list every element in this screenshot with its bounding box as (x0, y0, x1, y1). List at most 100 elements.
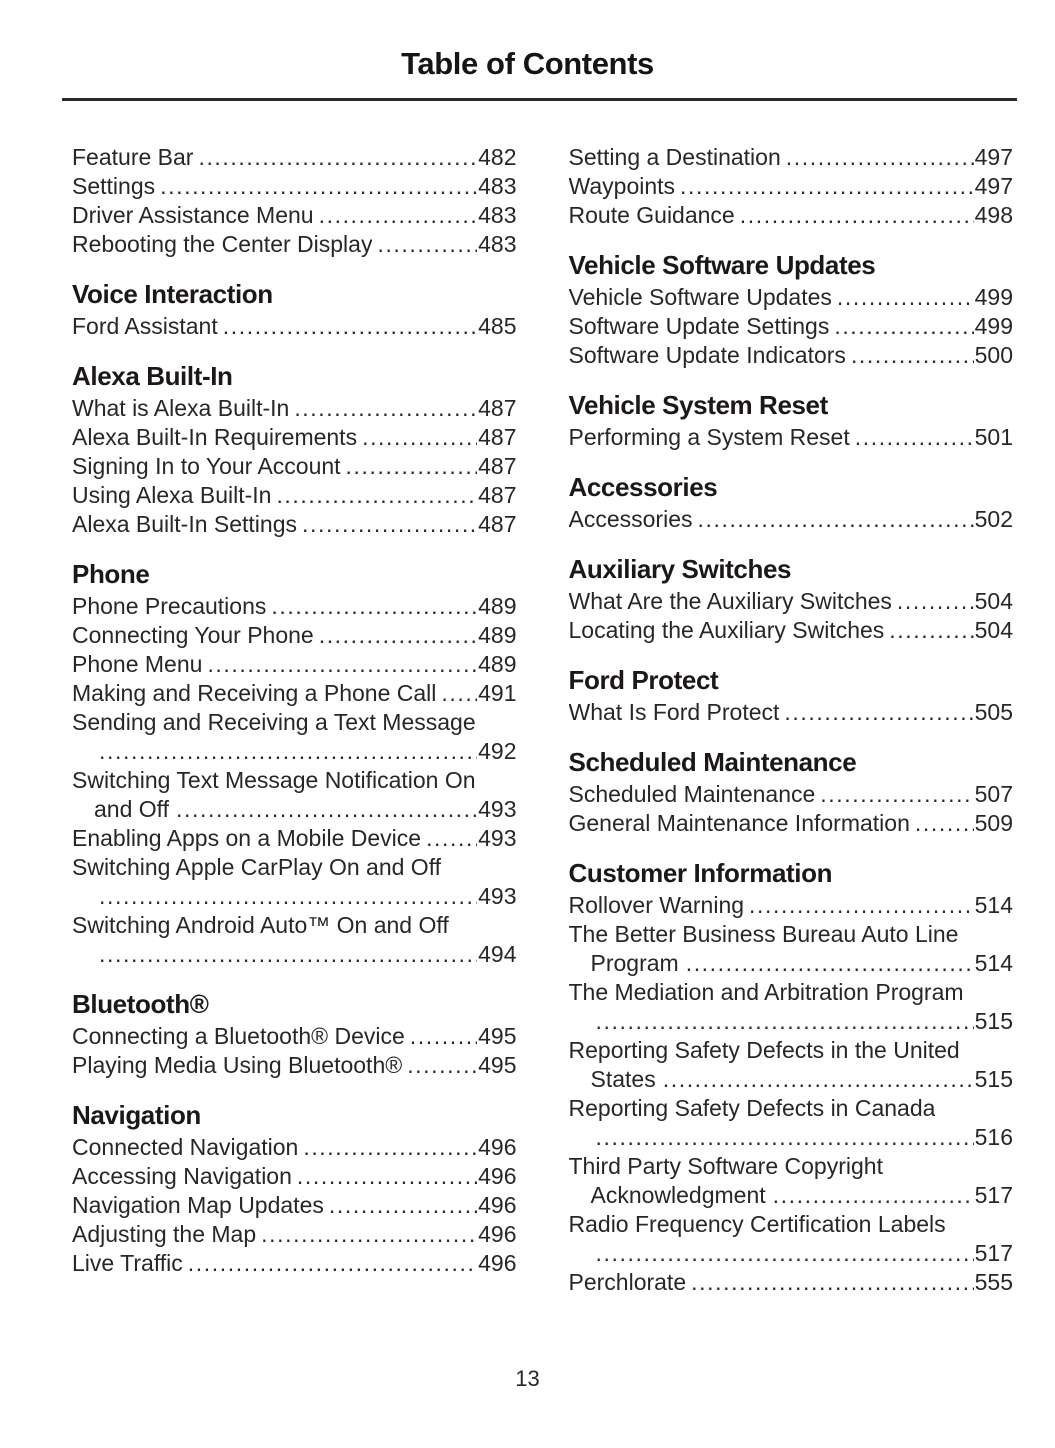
toc-entry-page: 492 (478, 738, 517, 764)
toc-entry: Setting a Destination...................… (569, 143, 1014, 172)
toc-entry: Phone Precautions.......................… (72, 592, 517, 621)
toc-entry-line2: ........................................… (72, 940, 517, 969)
toc-entry-page: 496 (478, 1192, 517, 1218)
toc-entry: Enabling Apps on a Mobile Device........… (72, 824, 517, 853)
toc-entry-label: The Mediation and Arbitration Program (568, 979, 964, 1005)
toc-entry-label: Enabling Apps on a Mobile Device (72, 825, 422, 851)
toc-section: Vehicle Software Updates Vehicle Software… (569, 250, 1014, 370)
section-header: Auxiliary Switches (568, 554, 792, 584)
toc-entry-label: What Is Ford Protect (568, 699, 780, 725)
toc-entry-label: Rollover Warning (568, 892, 745, 918)
toc-entry-page: 487 (478, 424, 517, 450)
toc-entry-page: 500 (974, 342, 1013, 368)
toc-entry-line1: Settings................................… (72, 172, 517, 201)
dot-leader: ........................................… (303, 1134, 477, 1160)
toc-entry-line1: Using Alexa Built-In....................… (72, 481, 517, 510)
toc-column-right: Setting a Destination...................… (569, 143, 1014, 1297)
toc-entry: Perchlorate.............................… (569, 1268, 1014, 1297)
toc-entry: Route Guidance..........................… (569, 201, 1014, 230)
toc-section: Scheduled Maintenance Scheduled Maintenan… (569, 747, 1014, 838)
toc-entry-label: Switching Android Auto™ On and Off (72, 912, 449, 938)
toc-section: Vehicle System Reset Performing a System … (569, 390, 1014, 452)
toc-entry: Driver Assistance Menu..................… (72, 201, 517, 230)
toc-entry-line1: What is Alexa Built-In..................… (72, 394, 517, 423)
toc-entry-line1: Software Update Indicators..............… (569, 341, 1014, 370)
dot-leader: ........................................… (276, 482, 477, 508)
toc-entry-label: Phone Menu (72, 651, 203, 677)
toc-entry-line1: Connecting Your Phone...................… (72, 621, 517, 650)
toc-entry-line1: Alexa Built-In Settings.................… (72, 510, 517, 539)
toc-entry: Switching Text Message Notification On an… (72, 766, 517, 824)
toc-entry-line1: Radio Frequency Certification Labels (569, 1210, 1014, 1239)
toc-entry: What is Alexa Built-In..................… (72, 394, 517, 423)
toc-entry-page: 517 (974, 1240, 1013, 1266)
toc-entry-line1: Switching Text Message Notification On (72, 766, 517, 795)
toc-entry: Switching Apple CarPlay On and Off......… (72, 853, 517, 911)
dot-leader: ........................................… (271, 593, 478, 619)
toc-entry-label: Signing In to Your Account (72, 453, 341, 479)
toc-entry-page: 507 (974, 781, 1013, 807)
dot-leader: ........................................… (691, 1269, 974, 1295)
toc-entry-line1: The Mediation and Arbitration Program (569, 978, 1014, 1007)
toc-column-left: Feature Bar.............................… (72, 143, 517, 1297)
toc-section: Customer Information Rollover Warning....… (569, 858, 1014, 1297)
toc-entry-line1: Rebooting the Center Display............… (72, 230, 517, 259)
dot-leader: ........................................… (820, 781, 974, 807)
toc-entry: Reporting Safety Defects in the United St… (569, 1036, 1014, 1094)
page-title: Table of Contents (401, 46, 654, 81)
toc-entry-page: 499 (974, 313, 1013, 339)
toc-entry-label: Settings (72, 173, 156, 199)
toc-entry-label: Accessing Navigation (72, 1163, 292, 1189)
dot-leader: ........................................… (198, 144, 477, 170)
toc-entry-label: Waypoints (568, 173, 676, 199)
toc-entry-line2: ........................................… (569, 1123, 1014, 1152)
dot-leader: ........................................… (345, 453, 478, 479)
toc-entry-label: Radio Frequency Certification Labels (568, 1211, 946, 1237)
dot-leader: ........................................… (680, 173, 974, 199)
toc-entry-page: 483 (478, 231, 517, 257)
toc-entry-line1: The Better Business Bureau Auto Line (569, 920, 1014, 949)
toc-entry-label: Setting a Destination (568, 144, 781, 170)
toc-entry: Navigation Map Updates..................… (72, 1191, 517, 1220)
toc-entry: Accessories.............................… (569, 505, 1014, 534)
toc-entry-line1: Vehicle Software Updates................… (569, 283, 1014, 312)
toc-entry-label: Software Update Settings (568, 313, 830, 339)
toc-entry-page: 499 (974, 284, 1013, 310)
toc-entry-line1: Adjusting the Map.......................… (72, 1220, 517, 1249)
toc-entry-label: Feature Bar (72, 144, 194, 170)
toc-entry-label: Switching Text Message Notification On (72, 767, 476, 793)
dot-leader: ........................................… (187, 1250, 477, 1276)
dot-leader: ........................................… (595, 1008, 974, 1034)
toc-entry-line1: Alexa Built-In Requirements.............… (72, 423, 517, 452)
dot-leader: ........................................… (99, 738, 477, 764)
toc-entry-page: 497 (974, 144, 1013, 170)
toc-entry: Connecting Your Phone...................… (72, 621, 517, 650)
toc-entry-line1: Switching Android Auto™ On and Off (72, 911, 517, 940)
toc-entry: Reporting Safety Defects in Canada......… (569, 1094, 1014, 1152)
toc-entry: Connected Navigation....................… (72, 1133, 517, 1162)
toc-entry-page: 482 (478, 144, 517, 170)
toc-entry-page: 487 (478, 482, 517, 508)
toc-entry-page: 555 (974, 1269, 1013, 1295)
toc-entry-label: What is Alexa Built-In (72, 395, 290, 421)
dot-leader: ........................................… (662, 1066, 974, 1092)
toc-entry-page: 496 (478, 1163, 517, 1189)
toc-entry-line1: Ford Assistant..........................… (72, 312, 517, 341)
toc-entry-line1: Driver Assistance Menu..................… (72, 201, 517, 230)
toc-entry: Making and Receiving a Phone Call.......… (72, 679, 517, 708)
toc-entry-label: Accessories (568, 506, 693, 532)
dot-leader: ........................................… (595, 1240, 974, 1266)
toc-entry-line2: States..................................… (569, 1065, 1014, 1094)
toc-entry: Performing a System Reset...............… (569, 423, 1014, 452)
toc-entry-line1: What Are the Auxiliary Switches.........… (569, 587, 1014, 616)
toc-entry-page: 505 (974, 699, 1013, 725)
section-header: Scheduled Maintenance (568, 747, 857, 777)
toc-entry: Signing In to Your Account..............… (72, 452, 517, 481)
dot-leader: ........................................… (328, 1192, 477, 1218)
toc-entry-label: Phone Precautions (72, 593, 267, 619)
dot-leader: ........................................… (784, 699, 973, 725)
toc-entry-label: Connecting Your Phone (72, 622, 314, 648)
toc-entry: Sending and Receiving a Text Message....… (72, 708, 517, 766)
toc-entry: Radio Frequency Certification Labels....… (569, 1210, 1014, 1268)
toc-entry-line1: Accessories.............................… (569, 505, 1014, 534)
